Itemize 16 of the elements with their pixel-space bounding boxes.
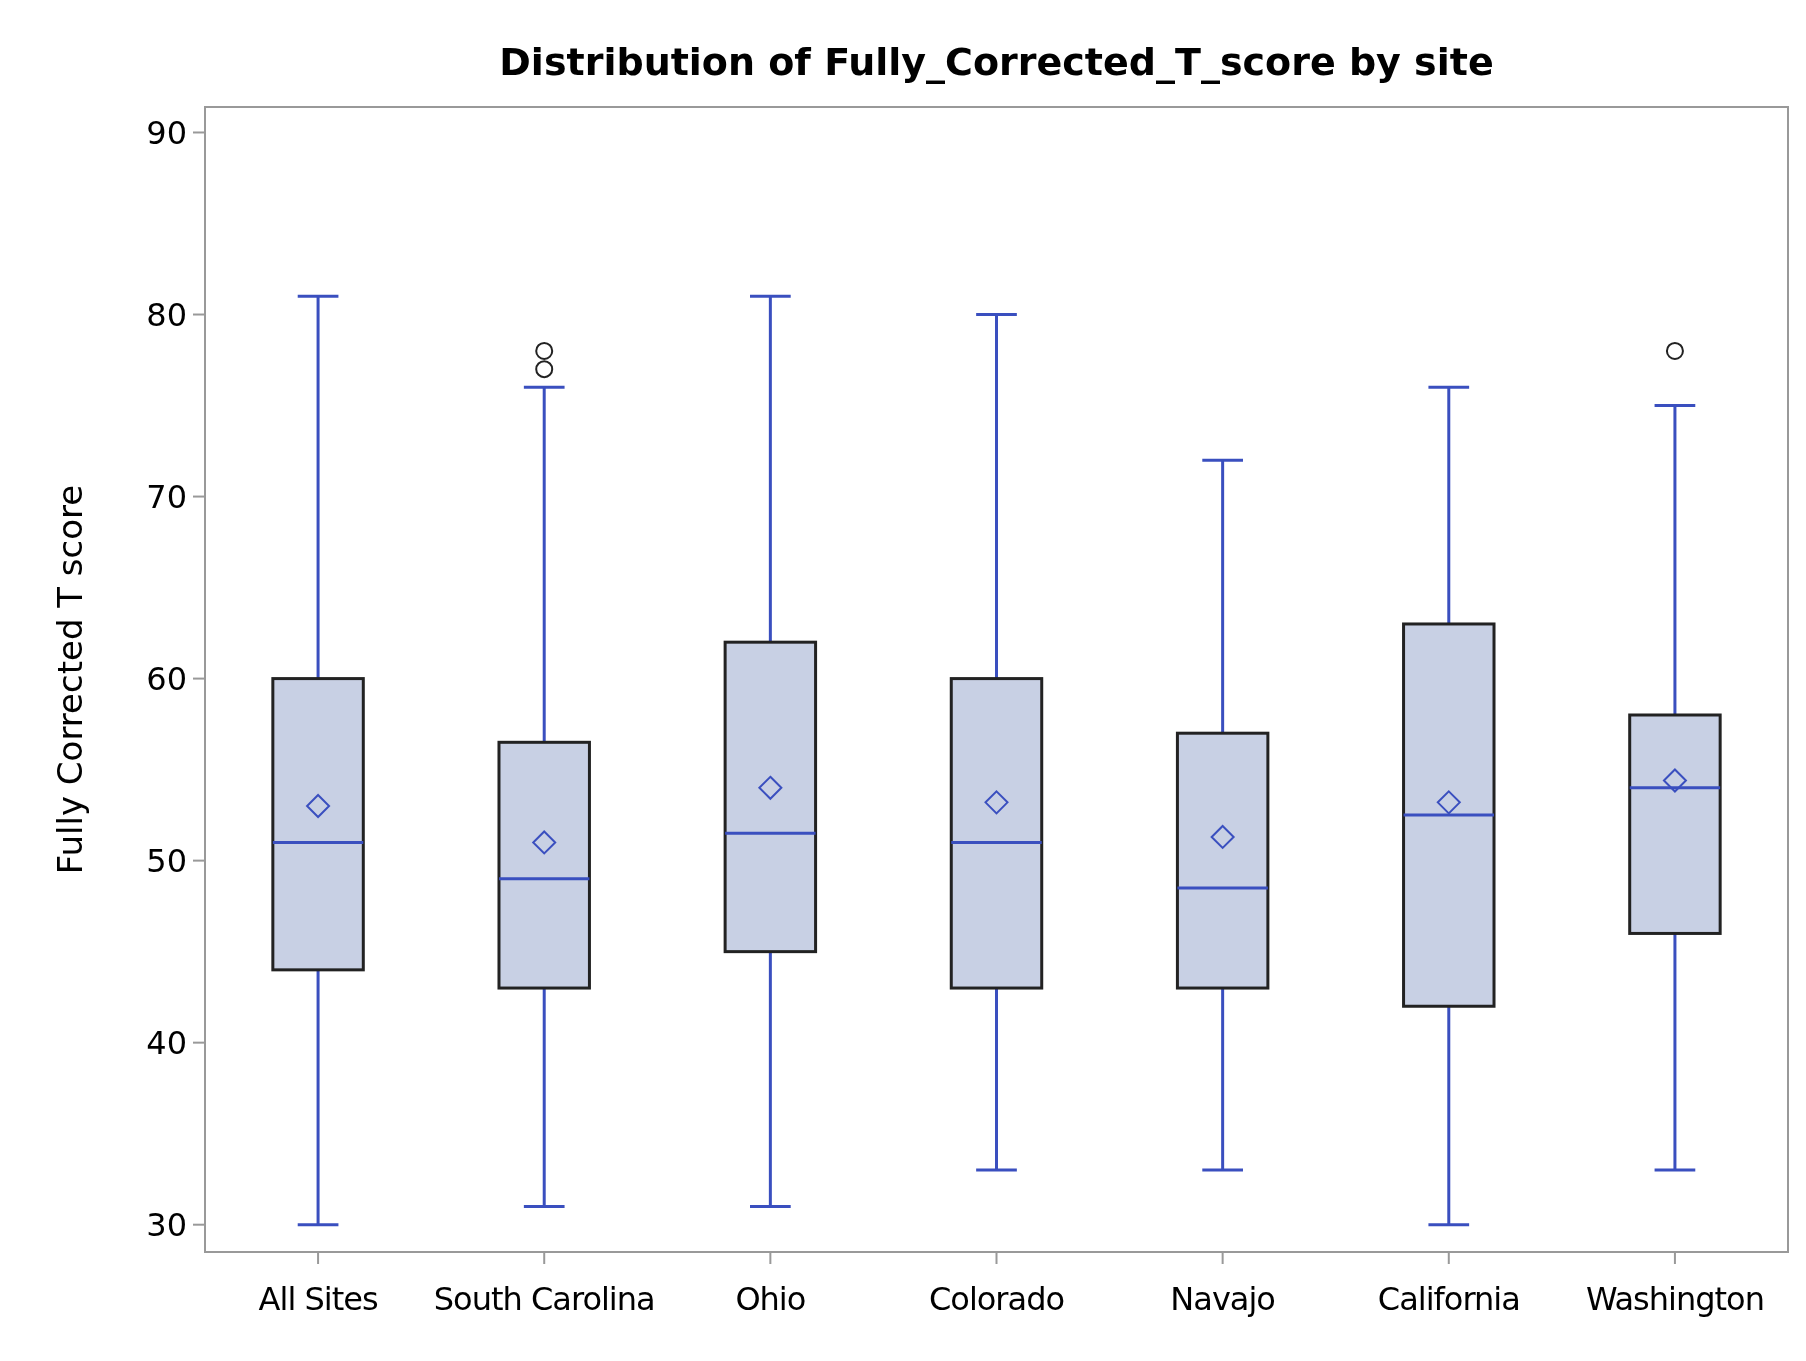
y-tick-label: 80 bbox=[146, 295, 187, 334]
y-tick-label: 40 bbox=[146, 1023, 187, 1062]
y-tick-label: 50 bbox=[146, 841, 187, 880]
y-tick-label: 30 bbox=[146, 1205, 187, 1244]
y-axis-title: Fully Corrected T score bbox=[50, 484, 90, 875]
y-tick-label: 90 bbox=[146, 113, 187, 152]
x-tick-label: Ohio bbox=[735, 1280, 806, 1318]
chart-title: Distribution of Fully_Corrected_T_score by site bbox=[499, 40, 1494, 84]
x-tick-label: All Sites bbox=[258, 1280, 378, 1318]
y-tick-label: 60 bbox=[146, 659, 187, 698]
x-tick-label: Washington bbox=[1585, 1280, 1764, 1318]
x-tick-label: Navajo bbox=[1170, 1280, 1275, 1318]
x-tick-label: California bbox=[1377, 1280, 1520, 1318]
x-tick-label: Colorado bbox=[928, 1280, 1065, 1318]
y-tick-label: 70 bbox=[146, 477, 187, 516]
x-tick-label: South Carolina bbox=[433, 1280, 655, 1318]
